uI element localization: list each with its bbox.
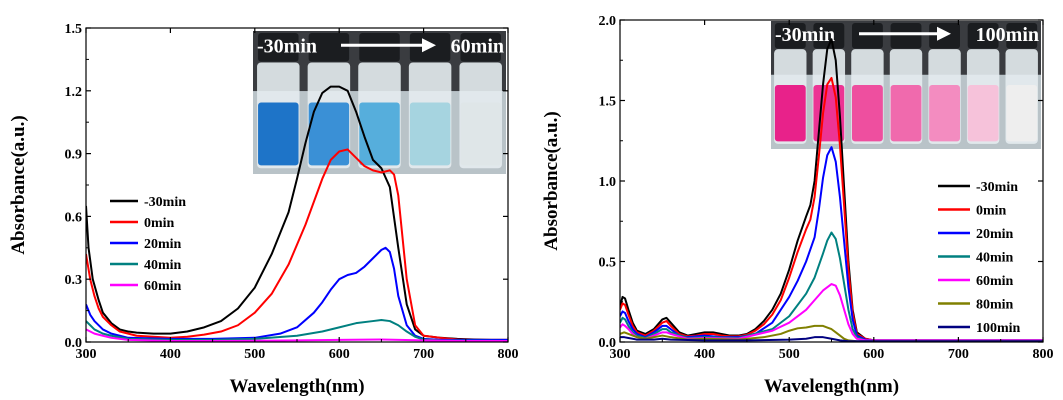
- x-tick-label: 500: [779, 347, 800, 362]
- absorbance-chart-right: -30min 100min 300 400 500 600 700 800 0.0 0.5 1.0…: [541, 14, 1054, 397]
- legend-item: 100min: [938, 321, 1021, 336]
- inset-start-label: -30min: [257, 35, 317, 57]
- vial: [307, 33, 351, 169]
- x-tick-label: 400: [694, 347, 715, 362]
- vial: [774, 23, 807, 144]
- series-line-100min: [620, 336, 1043, 342]
- vial: [851, 23, 884, 144]
- legend-item: -30min: [938, 180, 1018, 195]
- vial: [966, 23, 1000, 144]
- legend-item: 0min: [110, 216, 175, 231]
- inset-end-label: 60min: [451, 35, 504, 57]
- y-tick-label: 1.0: [599, 175, 617, 190]
- legend-label: 0min: [976, 204, 1007, 219]
- absorbance-chart-left: -30min 60min 300 400 500 600 700 800 0.0 0.3 0.6 0…: [8, 22, 519, 397]
- vial: [1005, 23, 1038, 144]
- y-tick-label: 1.5: [65, 22, 83, 37]
- legend-label: -30min: [976, 180, 1018, 195]
- inset-end-label: 100min: [976, 24, 1039, 46]
- x-tick-label: 700: [948, 347, 969, 362]
- y-tick-label: 0.6: [65, 210, 83, 225]
- x-tick-label: 800: [1033, 347, 1054, 362]
- y-tick-label: 0.5: [599, 256, 617, 271]
- vial: [928, 23, 961, 144]
- series-line-40min: [86, 319, 508, 342]
- legend-label: 40min: [976, 251, 1014, 266]
- legend-label: 40min: [144, 258, 182, 273]
- legend-item: 80min: [938, 298, 1014, 313]
- y-tick-label: 1.5: [599, 95, 617, 110]
- x-tick-label: 600: [863, 347, 884, 362]
- legend-item: 0min: [938, 204, 1007, 219]
- legend-item: 20min: [110, 237, 182, 252]
- inset-start-label: -30min: [775, 24, 835, 46]
- x-axis-title: Wavelength(nm): [229, 376, 364, 397]
- legend-item: 40min: [938, 251, 1014, 266]
- legend-label: 60min: [144, 279, 182, 294]
- y-tick-label: 0.3: [65, 273, 83, 288]
- legend-label: 100min: [976, 321, 1021, 336]
- y-axis-title: Absorbance(a.u.): [8, 115, 29, 254]
- legend-item: 20min: [938, 227, 1014, 242]
- vial: [358, 33, 401, 169]
- vial: [459, 33, 502, 169]
- legend-right: -30min 0min 20min 40min 60min 80min 100min: [938, 180, 1021, 336]
- vial: [889, 23, 923, 144]
- legend-item: 60min: [938, 274, 1014, 289]
- legend-label: 20min: [144, 237, 182, 252]
- vial: [408, 33, 452, 169]
- y-tick-label: 0.0: [65, 336, 83, 351]
- y-axis-title: Absorbance(a.u.): [541, 111, 562, 250]
- legend-label: -30min: [144, 195, 186, 210]
- legend-item: 40min: [110, 258, 182, 273]
- x-tick-label: 300: [76, 347, 97, 362]
- series-line-0min: [86, 148, 508, 341]
- y-tick-label: 1.2: [65, 85, 83, 100]
- legend-label: 80min: [976, 298, 1014, 313]
- legend-item: -30min: [110, 195, 186, 210]
- x-tick-label: 800: [498, 347, 519, 362]
- y-tick-label: 2.0: [599, 14, 617, 29]
- legend-label: 20min: [976, 227, 1014, 242]
- arrowhead-icon: [422, 38, 436, 53]
- x-tick-label: 300: [610, 347, 631, 362]
- x-tick-label: 500: [244, 347, 265, 362]
- x-axis-title: Wavelength(nm): [764, 376, 899, 397]
- legend-label: 60min: [976, 274, 1014, 289]
- arrowhead-icon: [937, 26, 951, 41]
- y-tick-label: 0.9: [65, 148, 83, 163]
- vial-photo-inset-left: -30min 60min: [253, 31, 506, 174]
- x-tick-label: 600: [329, 347, 350, 362]
- legend-label: 0min: [144, 216, 175, 231]
- series-line-40min: [620, 231, 1043, 342]
- x-tick-label: 400: [160, 347, 181, 362]
- vial-photo-inset-right: -30min 100min: [771, 21, 1041, 149]
- series-line-0min: [620, 76, 1043, 342]
- x-tick-label: 700: [413, 347, 434, 362]
- series-line-80min: [620, 324, 1043, 342]
- series-line-20min: [86, 246, 508, 341]
- series-line-30min: [86, 85, 508, 341]
- y-tick-label: 0.0: [599, 336, 617, 351]
- vial: [257, 33, 300, 169]
- legend-item: 60min: [110, 279, 182, 294]
- legend-left: -30min 0min 20min 40min 60min: [110, 195, 186, 294]
